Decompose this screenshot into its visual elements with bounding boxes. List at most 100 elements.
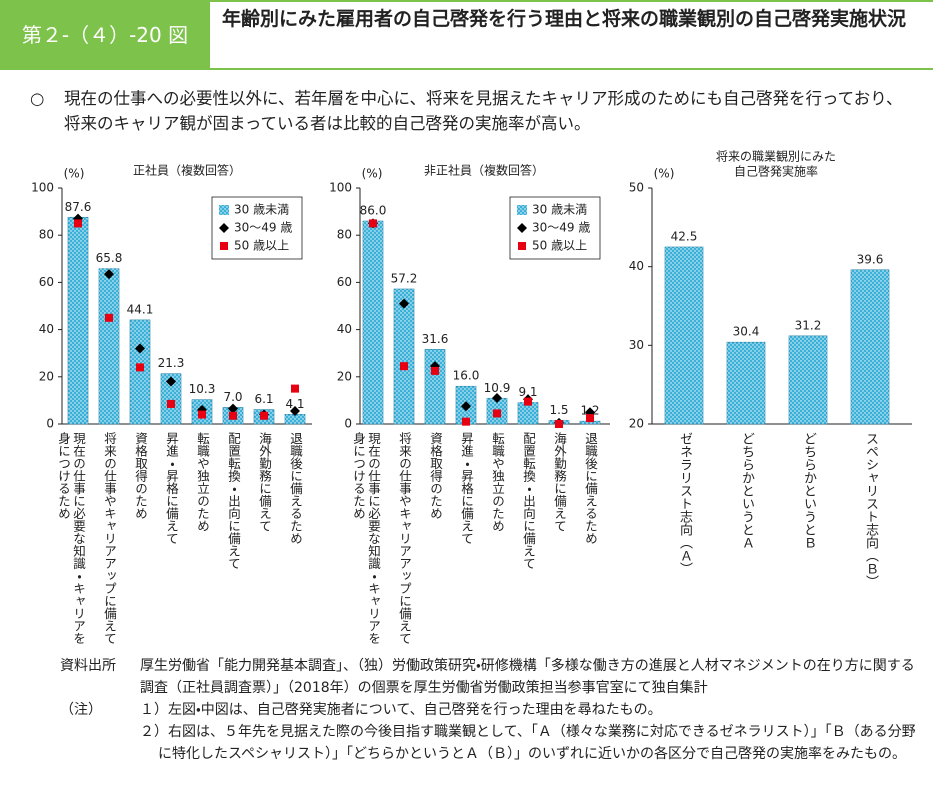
x-tick-label: 将来の仕事やキャリアアップに備えて: [397, 432, 412, 645]
x-tick-label: 転職や独立のため: [490, 432, 505, 532]
square-marker: [400, 362, 408, 371]
value-label: 1.5: [549, 403, 568, 417]
x-tick-label: 配置転換・出向に備えて: [226, 432, 241, 570]
unit-label: (%): [64, 167, 85, 181]
source-notes: 資料出所 厚生労働省「能力開発基本調査」、（独）労働政策研究・研修機構「多様な働…: [60, 655, 920, 765]
legend-label: 50 歳以上: [234, 239, 289, 253]
unit-label: (%): [654, 167, 675, 181]
bar-texture: [665, 247, 703, 424]
summary-text: 現在の仕事への必要性以外に、若年層を中心に、将来を見据えたキャリア形成のためにも…: [64, 89, 903, 133]
x-tick-label: 昇進・昇格に備えて: [459, 432, 474, 545]
value-label: 87.6: [65, 200, 92, 214]
x-tick-label: どちらかというとＡ: [739, 432, 754, 549]
y-tick-label: 60: [39, 275, 54, 289]
y-tick-label: 20: [39, 369, 54, 383]
y-tick-label: 40: [629, 259, 644, 273]
x-tick-label: 配置転換・出向に備えて: [521, 432, 536, 570]
value-label: 6.1: [254, 392, 273, 406]
x-tick-label: 海外勤務に備えて: [257, 432, 272, 532]
chart-title: 自己啓発実施率: [734, 164, 818, 179]
value-label: 30.4: [733, 325, 760, 339]
notes-label: （注）: [60, 702, 102, 718]
figure-title: 年齢別にみた雇用者の自己啓発を行う理由と将来の職業観別の自己啓発実施状況: [222, 8, 907, 30]
diamond-marker: [228, 403, 238, 414]
legend-label: 30～49 歳: [234, 221, 292, 235]
square-marker: [229, 411, 237, 420]
square-marker: [524, 397, 532, 406]
x-tick-label: 将来の仕事やキャリアアップに備えて: [102, 432, 117, 645]
square-marker: [136, 363, 144, 372]
square-marker: [369, 219, 377, 228]
source-row: 資料出所 厚生労働省「能力開発基本調査」、（独）労働政策研究・研修機構「多様な働…: [60, 655, 920, 699]
bar-texture: [727, 342, 765, 424]
square-marker: [74, 219, 82, 228]
square-marker: [586, 414, 594, 423]
bar-texture: [68, 217, 88, 424]
bar-texture: [99, 268, 119, 424]
x-tick-label: 現在の仕事に必要な知識・キャリアを身につけるため: [56, 432, 86, 645]
value-label: 9.1: [518, 385, 537, 399]
diamond-marker: [399, 298, 409, 309]
legend-swatch: [518, 242, 526, 250]
y-tick-label: 0: [344, 417, 352, 431]
y-tick-label: 40: [39, 322, 54, 336]
notes-list: １）左図・中図は、自己啓発実施者について、自己啓発を行った理由を尋ねたもの。 ２…: [118, 699, 920, 765]
diamond-marker: [290, 406, 300, 417]
value-label: 21.3: [158, 356, 185, 370]
diamond-marker: [166, 376, 176, 387]
legend-swatch-texture: [517, 205, 527, 215]
charts: 正社員（複数回答） (%) 0 20 40 60 80 100 87.6 65.8 44.1 21.3…: [31, 150, 912, 431]
value-label: 10.3: [189, 382, 216, 396]
y-tick-label: 60: [337, 275, 352, 289]
legend-swatch: [517, 223, 527, 233]
chart-title: 正社員（複数回答）: [133, 163, 241, 178]
square-marker: [462, 417, 470, 426]
square-marker: [260, 411, 268, 420]
x-tick-label: 現在の仕事に必要な知識・キャリアを身につけるため: [351, 432, 381, 645]
x-tick-label: 資格取得のため: [428, 432, 443, 520]
value-label: 4.1: [285, 397, 304, 411]
y-tick-label: 40: [337, 322, 352, 336]
bar-texture: [363, 221, 383, 424]
square-marker: [198, 410, 206, 419]
value-label: 86.0: [360, 204, 387, 218]
figure-number: 第２-（４）-20 図: [0, 0, 210, 70]
legend-label: 50 歳以上: [532, 239, 587, 253]
square-marker: [105, 313, 113, 322]
value-label: 57.2: [391, 272, 418, 286]
source-label: 資料出所: [60, 658, 116, 674]
x-tick-label: どちらかというとＢ: [801, 432, 816, 549]
y-tick-label: 20: [629, 417, 644, 431]
note: １）左図・中図は、自己啓発実施者について、自己啓発を行った理由を尋ねたもの。: [140, 702, 662, 718]
summary: ○ 現在の仕事への必要性以外に、若年層を中心に、将来を見据えたキャリア形成のため…: [30, 86, 910, 136]
legend-swatch-texture: [219, 205, 229, 215]
value-label: 10.9: [484, 381, 511, 395]
x-tick-label: 昇進・昇格に備えて: [164, 432, 179, 545]
bar-texture: [851, 269, 889, 424]
value-label: 65.8: [96, 251, 123, 265]
value-label: 44.1: [127, 302, 154, 316]
legend-label: 30 歳未満: [234, 203, 289, 217]
value-label: 7.0: [223, 390, 242, 404]
note: ２）右図は、５年先を見据えた際の今後目指す職業観として、「Ａ（様々な業務に対応で…: [140, 724, 916, 762]
notes-row: （注） １）左図・中図は、自己啓発実施者について、自己啓発を行った理由を尋ねたも…: [60, 699, 920, 765]
value-label: 39.6: [857, 252, 884, 266]
x-tick-label: 転職や独立のため: [195, 432, 210, 532]
diamond-marker: [135, 343, 145, 354]
legend-swatch: [219, 223, 229, 233]
bar-texture: [580, 421, 600, 424]
bar-texture: [425, 349, 445, 424]
diamond-marker: [492, 393, 502, 404]
y-tick-label: 100: [329, 181, 352, 195]
x-tick-label: 退職後に備えるため: [288, 432, 303, 545]
square-marker: [167, 399, 175, 408]
x-tick-label: 資格取得のため: [133, 432, 148, 520]
bar-texture: [285, 414, 305, 424]
source-text: 厚生労働省「能力開発基本調査」、（独）労働政策研究・研修機構「多様な働き方の進展…: [140, 658, 915, 696]
bar-texture: [161, 373, 181, 424]
diamond-marker: [461, 401, 471, 412]
header-rule: [210, 0, 933, 2]
bar-texture: [130, 319, 150, 424]
square-marker: [555, 420, 563, 428]
square-marker: [291, 384, 299, 393]
